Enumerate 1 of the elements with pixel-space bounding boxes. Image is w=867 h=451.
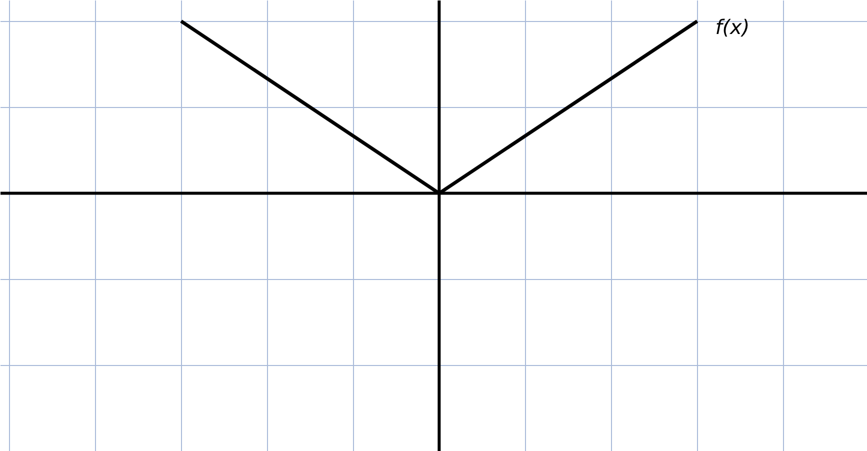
series-label: f(x) [715,15,750,40]
